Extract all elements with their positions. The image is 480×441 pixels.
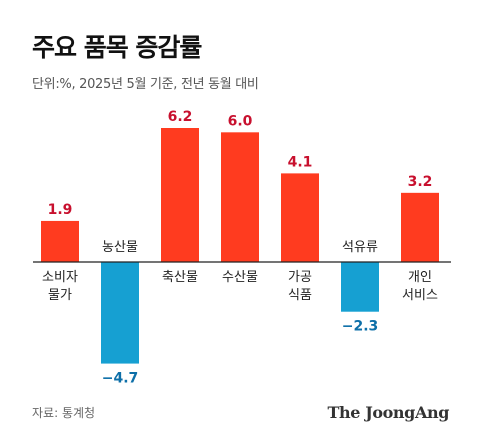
value-label-5: −2.3 xyxy=(342,319,379,335)
labels-group: 1.9 소비자 물가 −4.7 농산물 6.2 축산물 6.0 수산물 4.1 가공 식품 −2.3 석유… xyxy=(42,109,438,387)
value-label-0: 1.9 xyxy=(48,202,73,218)
source-note: 자료: 통계청 xyxy=(32,406,96,420)
chart-title: 주요 품목 증감률 xyxy=(32,33,202,62)
bars-group xyxy=(41,128,439,364)
bar-3 xyxy=(221,132,259,262)
category-label-3: 수산물 xyxy=(222,270,258,285)
category-label-1: 농산물 xyxy=(102,240,138,255)
value-label-4: 4.1 xyxy=(288,154,313,170)
category-label-4: 가공 식품 xyxy=(288,270,312,303)
value-label-3: 6.0 xyxy=(228,113,253,129)
value-label-1: −4.7 xyxy=(102,371,139,387)
bar-2 xyxy=(161,128,199,262)
category-label-0: 소비자 물가 xyxy=(42,270,78,303)
publisher-logo: The JoongAng xyxy=(327,403,450,422)
bar-4 xyxy=(281,173,319,262)
bar-5 xyxy=(341,262,379,312)
value-label-2: 6.2 xyxy=(168,109,193,125)
category-label-2: 축산물 xyxy=(162,270,198,285)
value-label-6: 3.2 xyxy=(408,174,433,190)
category-label-5: 석유류 xyxy=(342,240,378,255)
bar-6 xyxy=(401,192,439,262)
bar-1 xyxy=(101,262,139,364)
category-label-6: 개인 서비스 xyxy=(402,270,438,303)
chart-subtitle: 단위:%, 2025년 5월 기준, 전년 동월 대비 xyxy=(32,77,259,92)
bar-0 xyxy=(41,220,79,262)
